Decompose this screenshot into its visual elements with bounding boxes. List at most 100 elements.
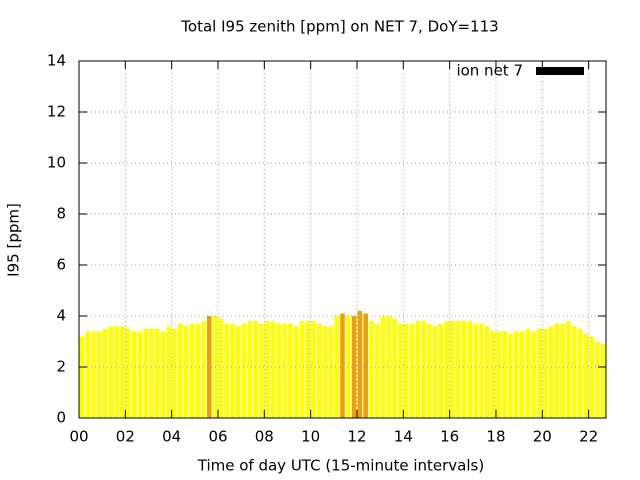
bar [484, 326, 490, 418]
x-tick-label: 10 [301, 428, 320, 446]
x-tick-label: 00 [69, 428, 88, 446]
bar [189, 323, 195, 418]
y-tick-label: 12 [47, 103, 66, 121]
bar [502, 331, 507, 418]
bar [91, 331, 96, 418]
bar [166, 326, 172, 418]
bar [195, 323, 201, 418]
bar [224, 323, 229, 418]
bar [537, 328, 542, 418]
x-tick-label: 04 [162, 428, 181, 446]
bar [583, 333, 589, 418]
bar [548, 326, 554, 418]
x-tick-label: 16 [440, 428, 459, 446]
legend-label: ion net 7 [456, 62, 523, 80]
bar [317, 323, 322, 418]
bar [456, 321, 461, 418]
bar [438, 323, 444, 418]
bar [340, 313, 345, 418]
bar [172, 328, 177, 418]
bar [311, 321, 316, 418]
bar [345, 316, 351, 418]
bar [328, 326, 334, 418]
y-tick-label: 10 [47, 154, 66, 172]
bar [403, 323, 409, 418]
bar [450, 321, 455, 418]
bar [525, 328, 531, 418]
bar [288, 323, 293, 418]
bar [374, 323, 380, 418]
bar [386, 316, 392, 418]
bar [293, 326, 299, 418]
bar [96, 331, 102, 418]
y-tick-label: 8 [56, 205, 66, 223]
bar [322, 326, 328, 418]
x-tick-label: 08 [255, 428, 274, 446]
bar [554, 323, 560, 418]
bar [594, 341, 600, 418]
bar [264, 321, 270, 418]
bar [432, 326, 438, 418]
bar [508, 333, 513, 418]
bar [513, 331, 519, 418]
bar [577, 328, 583, 418]
bar [571, 326, 577, 418]
bar [600, 344, 606, 418]
bar [415, 321, 421, 418]
bar [427, 323, 432, 418]
bar [137, 331, 143, 418]
bar [259, 323, 264, 418]
bar [108, 326, 114, 418]
bar [160, 331, 166, 418]
bar [114, 326, 119, 418]
plot-border [78, 60, 607, 419]
y-tick-label: 2 [56, 358, 66, 376]
bar [519, 331, 525, 418]
bar [444, 321, 450, 418]
bar [241, 323, 247, 418]
bar [357, 310, 363, 418]
x-tick-label: 02 [116, 428, 135, 446]
bar [120, 326, 125, 418]
bar [334, 316, 340, 418]
y-tick-label: 6 [56, 256, 66, 274]
x-tick-label: 06 [208, 428, 227, 446]
chart-title: Total I95 zenith [ppm] on NET 7, DoY=113 [180, 18, 498, 36]
bar [299, 321, 305, 418]
bar [479, 323, 484, 418]
bar [270, 321, 276, 418]
bar [363, 313, 368, 418]
bar [467, 321, 473, 418]
bar [201, 321, 206, 418]
bar [125, 328, 131, 418]
y-tick-label: 14 [47, 52, 66, 70]
x-axis-label: Time of day UTC (15-minute intervals) [197, 457, 484, 475]
bar [496, 331, 502, 418]
x-tick-label: 20 [533, 428, 552, 446]
bar [392, 318, 397, 418]
bar [85, 331, 91, 418]
bar [409, 323, 415, 418]
bar [531, 331, 536, 418]
bar [305, 321, 311, 418]
bar [253, 321, 258, 418]
bar [542, 328, 548, 418]
bar [79, 336, 85, 418]
x-tick-label: 12 [347, 428, 366, 446]
x-tick-label: 14 [394, 428, 413, 446]
bar [421, 321, 426, 418]
bar [247, 321, 253, 418]
bar [131, 331, 137, 418]
y-tick-label: 0 [56, 409, 66, 427]
x-tick-label: 22 [579, 428, 598, 446]
bar [398, 323, 403, 418]
bar [589, 336, 594, 418]
bar [276, 323, 282, 418]
bar [566, 321, 571, 418]
bar [351, 316, 357, 418]
legend-swatch [536, 67, 584, 75]
y-axis-label: I95 [ppm] [5, 203, 23, 277]
bar [149, 328, 154, 418]
bar [102, 328, 108, 418]
